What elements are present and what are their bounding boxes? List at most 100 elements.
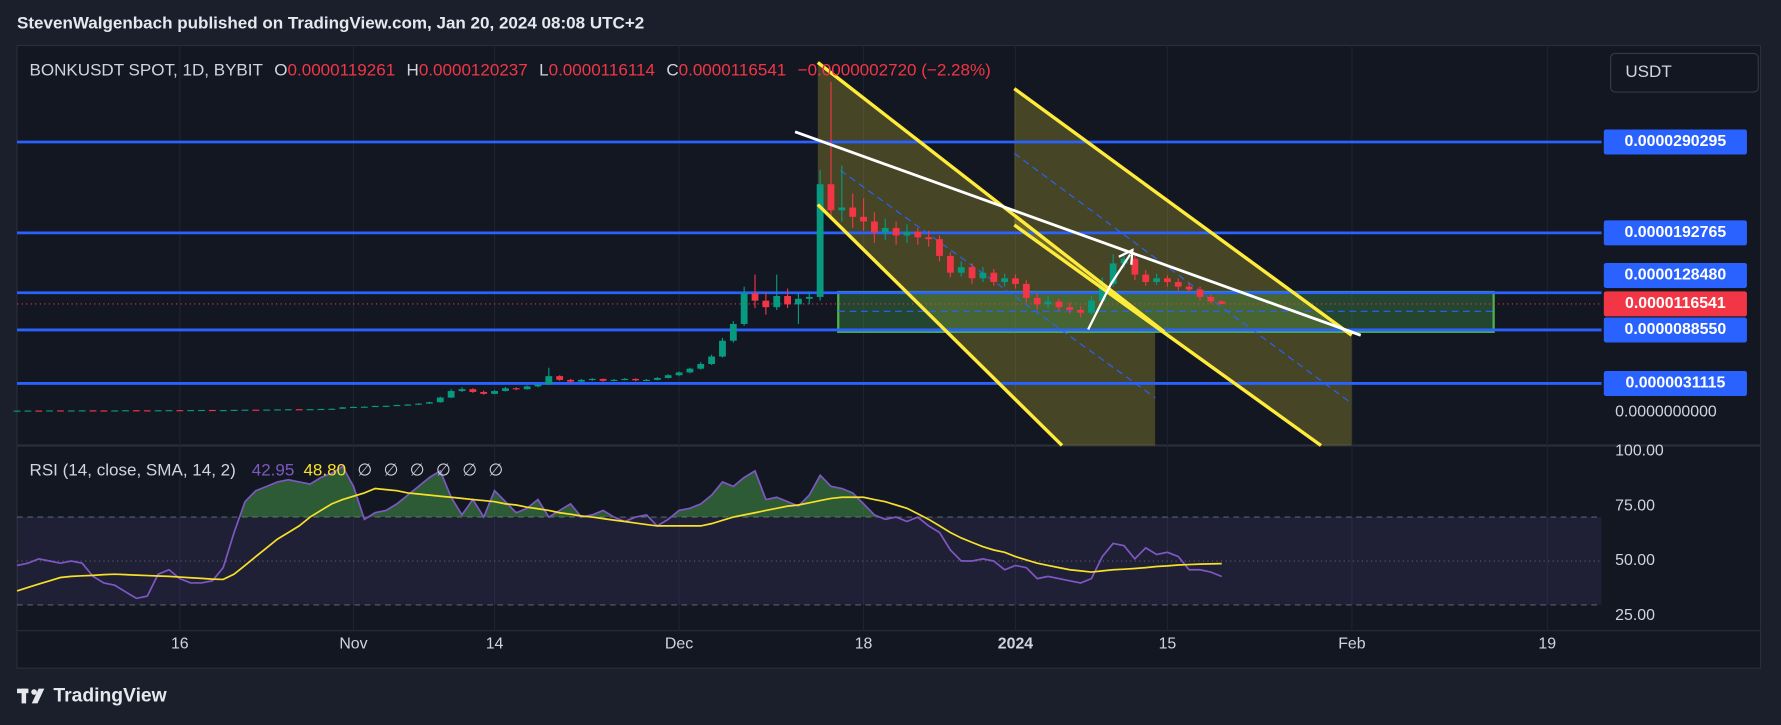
- candle-body: [903, 231, 911, 236]
- candle-body: [360, 406, 368, 408]
- candle-body: [1142, 274, 1150, 283]
- symbol: BONKUSDT SPOT, 1D, BYBIT: [30, 60, 264, 79]
- candle-body: [1196, 289, 1204, 297]
- candle-body: [729, 323, 737, 341]
- x-tick-label: 14: [486, 636, 504, 653]
- candle-body: [306, 409, 314, 411]
- candle-body: [556, 376, 564, 380]
- level-label-box: [1603, 220, 1747, 246]
- x-tick-label: 16: [171, 636, 189, 653]
- x-tick-label: 18: [855, 636, 873, 653]
- labels-layer: 16 Nov 14 Dec 18 2024 15 Feb 19 0.0000000000 0.000…: [171, 129, 1747, 653]
- candle-body: [599, 378, 607, 381]
- candle-body: [1109, 263, 1117, 284]
- candle-body: [274, 409, 281, 411]
- candle-body: [176, 410, 184, 412]
- change: −0.0000002720 (−2.28%): [798, 60, 991, 79]
- level-label: 0.0000128480: [1625, 267, 1727, 284]
- candle-body: [827, 184, 835, 211]
- candle-body: [143, 410, 151, 412]
- candle-body: [1098, 283, 1106, 301]
- x-tick-label: Feb: [1338, 636, 1366, 653]
- y-tick-label: 0.0000000000: [1615, 404, 1717, 421]
- channel-midline: [840, 169, 1156, 399]
- candle-body: [89, 410, 97, 412]
- candle-body: [1022, 283, 1030, 298]
- candle-body: [1055, 301, 1063, 308]
- rsi-line: [16, 465, 1223, 600]
- candle-body: [838, 207, 846, 211]
- candle-body: [914, 231, 922, 238]
- rsi-value: 42.95: [252, 460, 295, 479]
- drawings-fill: [817, 62, 1495, 446]
- candle-body: [816, 184, 824, 297]
- candle-body: [1164, 278, 1171, 283]
- candle-body: [545, 376, 553, 385]
- currency[interactable]: USDT: [1625, 62, 1672, 81]
- candle-body: [284, 409, 292, 411]
- candle-body: [78, 410, 86, 412]
- na-value: ∅: [357, 460, 372, 479]
- logo-part: [31, 688, 45, 704]
- candle-body: [643, 379, 650, 381]
- candle-body: [849, 207, 857, 217]
- candle-body: [968, 267, 976, 279]
- candle-body: [469, 389, 477, 392]
- na-value: ∅: [462, 460, 477, 479]
- candle-body: [577, 379, 585, 382]
- ohlc-key: L: [539, 60, 548, 79]
- candle-body: [1088, 300, 1095, 313]
- channel-midline: [1013, 152, 1352, 404]
- candle-body: [502, 388, 509, 392]
- candle-body: [252, 409, 260, 411]
- candle-body: [881, 227, 889, 233]
- candle-body: [371, 405, 379, 408]
- brand-logo: [17, 688, 45, 704]
- candle-body: [13, 410, 21, 412]
- channel-line: [1013, 223, 1322, 447]
- channel-fill: [817, 62, 1156, 446]
- candle-body: [784, 296, 791, 305]
- candle-body: [198, 409, 205, 412]
- level-label-box: [1603, 370, 1747, 396]
- candle-body: [1153, 278, 1160, 283]
- na-value: ∅: [384, 460, 399, 479]
- rsi-tick-label: 50.00: [1615, 552, 1655, 569]
- candle-body: [632, 378, 640, 381]
- candle-body: [111, 410, 119, 412]
- candle-body: [1066, 307, 1074, 310]
- candle-body: [664, 375, 672, 378]
- ohlc-key: O: [274, 60, 287, 79]
- candle-body: [230, 409, 238, 411]
- ohlc-value: 0.0000116541: [679, 60, 787, 79]
- candle-body: [892, 227, 900, 236]
- candle-body: [46, 410, 54, 412]
- candle-body: [925, 237, 933, 240]
- drawings-lines: [794, 61, 1362, 447]
- x-tick-label: 19: [1538, 636, 1556, 653]
- candle-body: [67, 410, 75, 412]
- candle-body: [187, 410, 195, 412]
- candle-body: [990, 272, 998, 283]
- candle-body: [436, 397, 444, 403]
- logo-part: [31, 689, 37, 695]
- currency-button[interactable]: [1610, 52, 1759, 93]
- candle-body: [1044, 301, 1052, 305]
- candle-body: [936, 239, 943, 256]
- candle-body: [719, 340, 726, 357]
- candle-body: [762, 300, 770, 308]
- candle-body: [154, 410, 162, 412]
- candle-body: [317, 408, 325, 411]
- candle-body: [751, 293, 759, 301]
- x-tick-label: Nov: [339, 636, 367, 653]
- publish-header: StevenWalgenbach published on TradingVie…: [17, 13, 644, 32]
- rsi-tick-label: 100.00: [1615, 442, 1664, 459]
- rsi-band: [17, 517, 1602, 605]
- last-price-box: [1603, 291, 1747, 317]
- brand: TradingView: [53, 686, 167, 707]
- candle-body: [100, 410, 108, 412]
- trend-line: [794, 130, 1362, 337]
- candle-body: [1218, 301, 1226, 304]
- na-value: ∅: [488, 460, 503, 479]
